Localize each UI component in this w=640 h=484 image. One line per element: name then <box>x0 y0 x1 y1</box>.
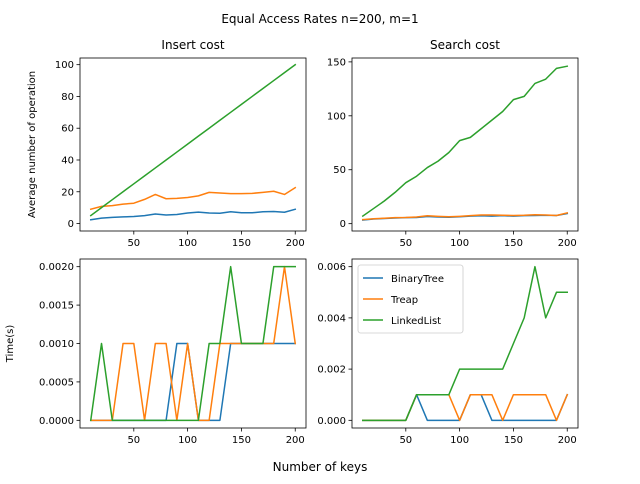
search-time-y-tick-label: 0.002 <box>317 365 346 376</box>
insert-time-axes: 50 100 150 200 0.0000 0.0005 0.0010 0.0015 0.002… <box>5 258 307 446</box>
legend-label-binarytree: BinaryTree <box>391 274 444 285</box>
search-cost-y-tick-label: 0 <box>340 219 346 230</box>
search-cost-axes-frame <box>351 57 579 232</box>
insert-time-x-tick-label: 150 <box>232 435 251 446</box>
insert-time-x-tick-label: 200 <box>286 435 305 446</box>
insert-cost-y-tick-label: 40 <box>61 155 74 166</box>
insert-cost-series-binarytree-line <box>89 208 297 221</box>
insert-time-series-linkedlist-line <box>89 265 296 422</box>
search-time-y-tick-label: 0.006 <box>317 262 346 273</box>
legend-label-linkedlist: LinkedList <box>391 316 441 327</box>
search-time-series-linkedlist-line <box>362 265 568 422</box>
insert-cost-x-tick-label: 200 <box>286 238 305 249</box>
insert-cost-axes: 50 100 150 200 0 20 40 60 80 100 Insert cost Averag… <box>27 38 307 249</box>
insert-time-y-tick-label: 0.0015 <box>39 301 74 312</box>
insert-cost-y-tick-label: 100 <box>55 60 74 71</box>
insert-cost-ylabel: Average number of operation <box>27 71 38 218</box>
search-cost-y-tick-label: 100 <box>327 111 346 122</box>
search-cost-title: Search cost <box>430 38 500 52</box>
insert-cost-axes-frame <box>79 57 307 232</box>
insert-cost-x-tick-label: 150 <box>232 238 251 249</box>
insert-cost-series-linkedlist-line <box>89 63 297 217</box>
search-time-axes-frame <box>351 258 579 429</box>
legend-box <box>357 264 464 334</box>
insert-cost-y-tick-label: 20 <box>61 187 74 198</box>
insert-cost-title: Insert cost <box>161 38 224 52</box>
insert-cost-plot-area <box>80 58 306 231</box>
search-cost-series-treap-line <box>361 211 569 221</box>
insert-cost-y-tick-label: 60 <box>61 124 74 135</box>
search-time-y-tick-label: 0.004 <box>317 313 346 324</box>
insert-cost-series-group <box>89 63 297 221</box>
insert-time-ylabel: Time(s) <box>5 325 16 364</box>
insert-cost-y-tick-label: 80 <box>61 92 74 103</box>
search-cost-y-tick-label: 150 <box>327 57 346 68</box>
search-time-x-tick-label: 150 <box>504 435 523 446</box>
legend: BinaryTree Treap LinkedList <box>357 264 464 334</box>
insert-cost-y-tick-label: 0 <box>68 219 74 230</box>
insert-cost-x-tick-label: 50 <box>127 238 140 249</box>
search-time-x-tick-label: 50 <box>399 435 412 446</box>
search-cost-x-tick-label: 150 <box>504 238 523 249</box>
search-time-x-tick-label: 100 <box>450 435 469 446</box>
figure-suptitle: Equal Access Rates n=200, m=1 <box>221 12 418 26</box>
legend-label-treap: Treap <box>390 295 418 306</box>
insert-time-y-tick-label: 0.0000 <box>39 416 74 427</box>
search-cost-x-tick-label: 100 <box>450 238 469 249</box>
insert-time-x-tick-label: 50 <box>127 435 140 446</box>
insert-time-y-tick-label: 0.0005 <box>39 377 74 388</box>
insert-cost-series-treap-line <box>89 186 297 211</box>
search-cost-axes: 50 100 150 200 0 50 100 150 Search cost <box>327 38 579 249</box>
insert-time-x-tick-label: 100 <box>178 435 197 446</box>
search-time-series-group <box>362 265 569 422</box>
search-time-axes: 50 100 150 200 0.000 0.002 0.004 0.006 BinaryTre… <box>317 258 579 446</box>
insert-time-y-tick-label: 0.0020 <box>39 262 74 273</box>
search-cost-y-tick-label: 50 <box>333 165 346 176</box>
insert-cost-x-tick-label: 100 <box>178 238 197 249</box>
search-cost-series-linkedlist-line <box>361 65 569 218</box>
search-cost-plot-area <box>352 58 578 231</box>
insert-time-series-group <box>89 265 297 422</box>
figure-xlabel: Number of keys <box>273 460 368 474</box>
search-time-y-tick-label: 0.000 <box>317 416 346 427</box>
search-cost-x-tick-label: 200 <box>558 238 577 249</box>
search-cost-x-tick-label: 50 <box>399 238 412 249</box>
search-time-x-tick-label: 200 <box>558 435 577 446</box>
insert-time-y-tick-label: 0.0010 <box>39 339 74 350</box>
search-cost-series-group <box>361 65 569 221</box>
